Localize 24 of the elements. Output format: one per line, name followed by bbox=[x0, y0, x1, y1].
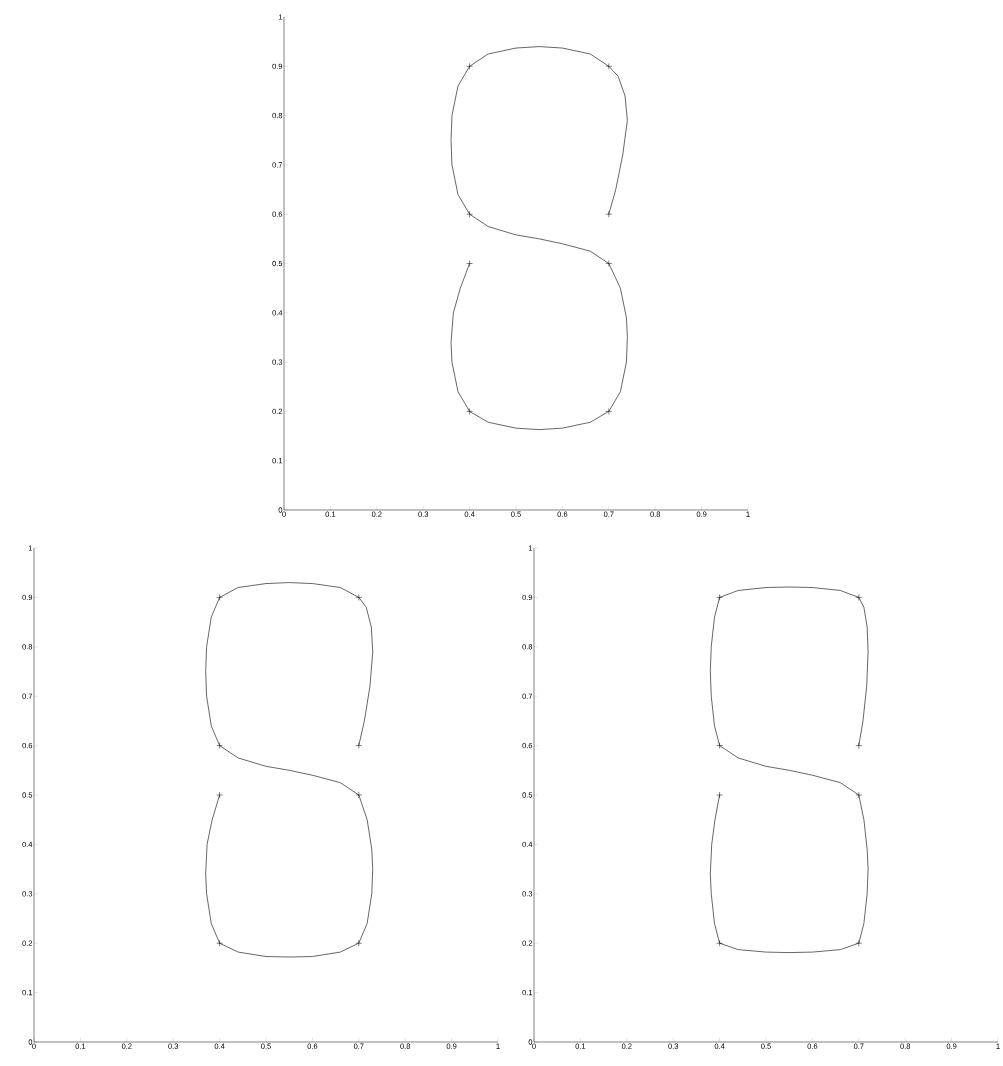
point bbox=[216, 594, 223, 601]
point bbox=[605, 408, 612, 415]
point bbox=[716, 594, 723, 601]
point bbox=[716, 939, 723, 947]
point bbox=[855, 791, 862, 799]
point bbox=[466, 408, 473, 415]
point bbox=[355, 939, 362, 947]
point bbox=[466, 260, 473, 267]
point bbox=[605, 260, 612, 267]
point bbox=[355, 791, 362, 799]
point bbox=[216, 791, 223, 799]
point bbox=[466, 210, 473, 218]
point bbox=[855, 742, 862, 749]
point bbox=[855, 939, 862, 947]
point bbox=[605, 63, 612, 70]
point bbox=[605, 210, 612, 218]
point bbox=[855, 594, 862, 601]
point bbox=[716, 791, 723, 799]
point bbox=[216, 939, 223, 947]
point bbox=[355, 742, 362, 749]
point bbox=[466, 63, 473, 70]
point bbox=[216, 742, 223, 749]
point bbox=[716, 742, 723, 749]
point bbox=[355, 594, 362, 601]
